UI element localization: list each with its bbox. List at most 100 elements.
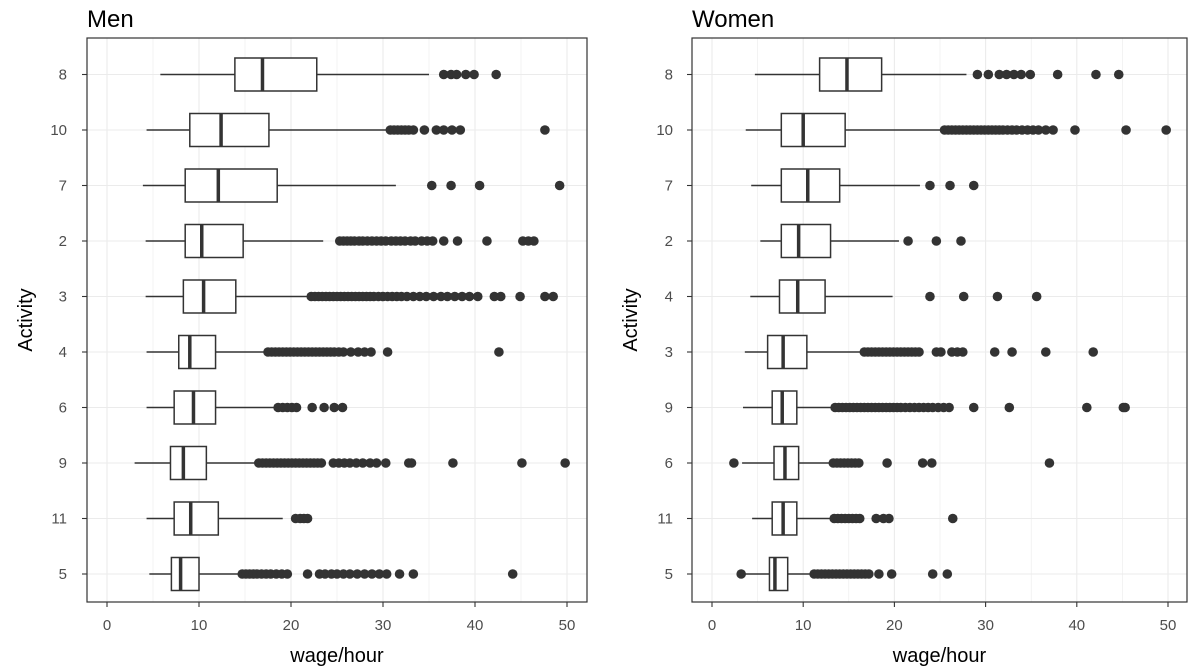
- outlier-point: [449, 291, 460, 302]
- x-tick-label: 0: [103, 617, 111, 634]
- outlier-point: [452, 236, 463, 246]
- outlier-point: [319, 402, 329, 413]
- iqr-box: [178, 334, 217, 370]
- outlier-point: [1113, 69, 1124, 80]
- outlier-point: [529, 236, 539, 246]
- outlier-point: [359, 569, 370, 579]
- outlier-point: [338, 347, 349, 357]
- outlier-point: [1007, 347, 1017, 357]
- y-tick-label: 8: [665, 67, 673, 84]
- outlier-point: [1031, 291, 1042, 302]
- outlier-point: [945, 180, 955, 191]
- y-tick-label: 3: [59, 289, 67, 306]
- outlier-point: [367, 569, 377, 579]
- outlier-point: [366, 347, 376, 357]
- outlier-point: [448, 458, 458, 468]
- iqr-box: [780, 112, 846, 148]
- box-10: [146, 112, 550, 148]
- x-tick-label: 10: [191, 617, 208, 634]
- outlier-point: [469, 69, 479, 80]
- outlier-point: [1121, 125, 1131, 135]
- outlier-point: [1052, 69, 1063, 80]
- box-6: [146, 390, 348, 425]
- box-4: [146, 334, 504, 370]
- box-4: [750, 279, 1042, 314]
- y-tick-label: 2: [665, 233, 673, 250]
- outlier-point: [936, 347, 946, 357]
- outlier-point: [472, 291, 483, 302]
- outlier-point: [282, 569, 293, 579]
- box-5: [149, 556, 518, 592]
- outlier-point: [729, 458, 739, 468]
- outlier-point: [958, 347, 968, 357]
- iqr-box: [771, 390, 798, 425]
- iqr-box: [766, 334, 808, 370]
- outlier-point: [428, 291, 439, 302]
- y-tick-label: 7: [59, 178, 67, 195]
- panel-title: Women: [692, 6, 774, 33]
- box-3: [744, 334, 1099, 370]
- box-5: [736, 556, 953, 592]
- outlier-point: [337, 402, 348, 413]
- outlier-point: [507, 569, 518, 579]
- y-tick-label: 4: [59, 344, 67, 361]
- x-tick-label: 30: [977, 617, 994, 634]
- outlier-point: [931, 236, 942, 246]
- outlier-point: [1088, 347, 1099, 357]
- grid: [87, 38, 587, 602]
- outlier-point: [886, 569, 897, 579]
- outlier-point: [983, 69, 994, 80]
- outlier-point: [381, 569, 392, 579]
- iqr-box: [170, 556, 200, 592]
- x-tick-label: 40: [1068, 617, 1085, 634]
- outlier-point: [438, 69, 449, 80]
- y-tick-label: 5: [59, 566, 67, 583]
- x-tick-label: 20: [886, 617, 903, 634]
- outlier-point: [854, 513, 865, 524]
- y-tick-label: 2: [59, 233, 67, 250]
- iqr-box: [189, 112, 270, 148]
- outlier-point: [408, 569, 419, 579]
- box-8: [160, 57, 501, 92]
- box-7: [142, 168, 565, 203]
- outlier-point: [560, 458, 570, 468]
- outlier-point: [882, 458, 892, 468]
- outlier-point: [1044, 458, 1055, 468]
- y-tick-label: 10: [50, 122, 67, 139]
- outlier-point: [548, 291, 558, 302]
- outlier-point: [461, 69, 471, 80]
- y-tick-label: 11: [51, 511, 67, 528]
- outlier-point: [316, 458, 327, 468]
- outlier-point: [1082, 402, 1092, 413]
- outlier-point: [1001, 69, 1012, 80]
- outlier-point: [346, 347, 356, 357]
- outlier-point: [871, 513, 881, 524]
- outlier-point: [994, 69, 1005, 80]
- iqr-box: [780, 223, 832, 259]
- outlier-point: [438, 236, 449, 246]
- outlier-point: [371, 458, 382, 468]
- outlier-point: [874, 569, 884, 579]
- iqr-box: [768, 556, 789, 592]
- outlier-point: [1004, 402, 1015, 413]
- outlier-point: [495, 291, 506, 302]
- outlier-point: [925, 180, 935, 191]
- outlier-point: [455, 125, 466, 135]
- outlier-point: [1161, 125, 1171, 135]
- y-axis-title: Activity: [620, 288, 642, 351]
- outlier-point: [431, 125, 442, 135]
- outlier-point: [1040, 347, 1051, 357]
- y-tick-label: 9: [665, 400, 673, 417]
- outlier-point: [382, 347, 393, 357]
- outlier-point: [457, 291, 467, 302]
- outlier-point: [442, 291, 453, 302]
- outlier-point: [352, 569, 363, 579]
- outlier-point: [451, 69, 462, 80]
- y-tick-label: 9: [59, 455, 67, 472]
- grid: [692, 38, 1187, 602]
- outlier-point: [972, 69, 983, 80]
- outlier-point: [1070, 125, 1080, 135]
- outlier-point: [491, 69, 501, 80]
- iqr-box: [184, 168, 278, 203]
- outlier-point: [464, 291, 475, 302]
